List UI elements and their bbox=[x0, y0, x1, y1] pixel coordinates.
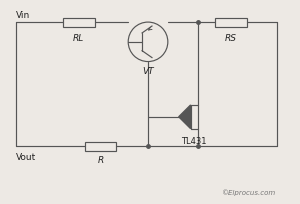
Text: R: R bbox=[97, 155, 103, 164]
Text: RL: RL bbox=[73, 34, 84, 43]
Polygon shape bbox=[179, 105, 190, 129]
Text: ©Elprocus.com: ©Elprocus.com bbox=[220, 188, 275, 195]
Text: VT: VT bbox=[142, 67, 154, 76]
Text: TL431: TL431 bbox=[181, 136, 207, 145]
Text: Vout: Vout bbox=[16, 153, 37, 162]
Text: Vin: Vin bbox=[16, 11, 31, 20]
Text: RS: RS bbox=[225, 34, 237, 43]
